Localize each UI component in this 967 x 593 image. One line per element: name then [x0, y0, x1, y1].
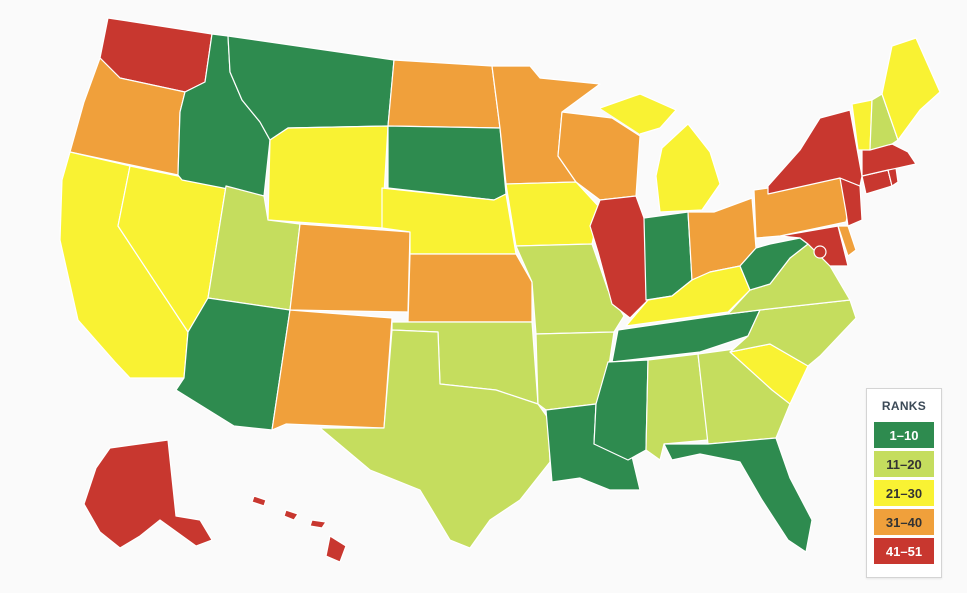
state-il[interactable] — [589, 195, 649, 319]
state-tx[interactable] — [319, 329, 551, 549]
legend-item-1-10: 1–10 — [874, 422, 934, 448]
state-ia[interactable] — [505, 181, 601, 247]
state-co[interactable] — [289, 223, 411, 313]
state-hi[interactable] — [251, 495, 347, 563]
state-fl[interactable] — [663, 437, 813, 553]
legend-item-31-40: 31–40 — [874, 509, 934, 535]
legend-item-label: 41–51 — [885, 543, 923, 559]
state-dc[interactable] — [813, 245, 827, 259]
legend-item-11-20: 11–20 — [874, 451, 934, 477]
state-ny[interactable] — [767, 109, 863, 195]
state-nd[interactable] — [387, 59, 501, 129]
legend-title: RANKS — [881, 399, 927, 413]
state-ak[interactable] — [83, 439, 213, 549]
state-de[interactable] — [837, 225, 857, 257]
state-mi[interactable] — [599, 93, 721, 213]
state-ks[interactable] — [407, 253, 533, 323]
state-ma[interactable] — [861, 143, 917, 177]
state-me[interactable] — [881, 37, 941, 141]
legend-item-41-51: 41–51 — [874, 538, 934, 564]
legend-item-label: 31–40 — [885, 514, 923, 530]
state-sd[interactable] — [387, 125, 507, 201]
legend-item-21-30: 21–30 — [874, 480, 934, 506]
legend-item-label: 1–10 — [889, 427, 919, 443]
state-mo[interactable] — [515, 243, 625, 335]
legend-item-label: 11–20 — [886, 456, 922, 472]
legend-item-label: 21–30 — [885, 485, 923, 501]
state-nh[interactable] — [869, 93, 899, 151]
state-nm[interactable] — [271, 309, 393, 431]
state-wy[interactable] — [267, 125, 389, 229]
ranks-legend: RANKS 1–10 11–20 21–30 31–40 41–51 — [866, 388, 942, 578]
